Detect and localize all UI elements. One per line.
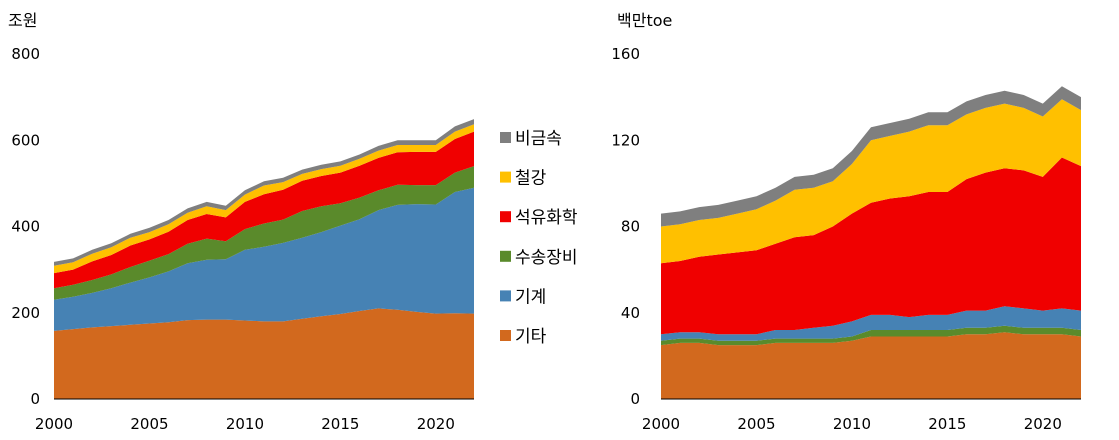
y-tick-labels: 0 40 80 120 160 — [611, 45, 640, 408]
series-area-transport-equipment — [54, 166, 474, 300]
x-tick-label: 2010 — [833, 415, 871, 433]
legend-swatch-petrochemical — [500, 211, 511, 223]
y-tick-labels: 0 200 400 600 800 — [11, 45, 40, 408]
y-tick-label: 40 — [621, 304, 640, 322]
legend-swatch-steel — [500, 171, 511, 183]
chart-industrial-output: 0 200 400 600 800 2000 2005 2010 2015 2020 조원 — [8, 11, 474, 433]
series-area-petrochemical — [54, 131, 474, 289]
chart-energy-consumption: 0 40 80 120 160 2000 2005 2010 2015 2020 백만toe — [611, 11, 1081, 433]
y-tick-label: 200 — [11, 304, 40, 322]
legend-label-transport-equipment: 수송장비 — [515, 248, 578, 268]
series-area-other — [54, 308, 474, 399]
legend-label-non-metallic: 비금속 — [515, 129, 562, 149]
y-tick-label: 120 — [611, 131, 640, 149]
legend-label-steel: 철강 — [515, 169, 547, 189]
x-tick-label: 2000 — [35, 415, 73, 433]
y-tick-label: 160 — [611, 45, 640, 63]
x-tick-label: 2005 — [737, 415, 775, 433]
x-tick-label: 2020 — [417, 415, 455, 433]
x-tick-label: 2005 — [130, 415, 168, 433]
series-area-machinery — [54, 187, 474, 331]
series-area-non-metallic — [661, 86, 1081, 227]
legend-swatch-machinery — [500, 290, 511, 302]
y-axis-unit: 조원 — [8, 11, 37, 30]
y-tick-label: 0 — [30, 390, 40, 408]
y-tick-label: 80 — [621, 218, 640, 236]
x-tick-label: 2010 — [226, 415, 264, 433]
x-tick-label: 2000 — [642, 415, 680, 433]
legend-swatch-non-metallic — [500, 132, 511, 143]
y-tick-label: 0 — [630, 390, 640, 408]
series-area-non-metallic — [54, 119, 474, 266]
x-tick-label: 2015 — [928, 415, 966, 433]
series-area-steel — [661, 99, 1081, 264]
legend-label-petrochemical: 석유화학 — [515, 208, 578, 228]
x-tick-labels: 2000 2005 2010 2015 2020 — [35, 415, 455, 433]
legend-swatch-transport-equipment — [500, 250, 511, 262]
chart-areas — [54, 119, 474, 399]
legend-label-machinery: 기계 — [515, 287, 546, 307]
series-area-petrochemical — [661, 157, 1081, 335]
legend-swatch-other — [500, 330, 511, 341]
series-area-other — [661, 332, 1081, 399]
series-area-machinery — [661, 306, 1081, 341]
chart-areas — [661, 86, 1081, 399]
series-area-steel — [54, 124, 474, 274]
x-tick-label: 2015 — [321, 415, 359, 433]
legend-label-other: 기타 — [515, 327, 547, 347]
series-area-transport-equipment — [661, 325, 1081, 346]
y-axis-unit: 백만toe — [617, 11, 672, 30]
y-tick-label: 800 — [11, 45, 40, 63]
x-tick-labels: 2000 2005 2010 2015 2020 — [642, 415, 1062, 433]
y-tick-label: 400 — [11, 218, 40, 236]
y-tick-label: 600 — [11, 131, 40, 149]
x-tick-label: 2020 — [1024, 415, 1062, 433]
